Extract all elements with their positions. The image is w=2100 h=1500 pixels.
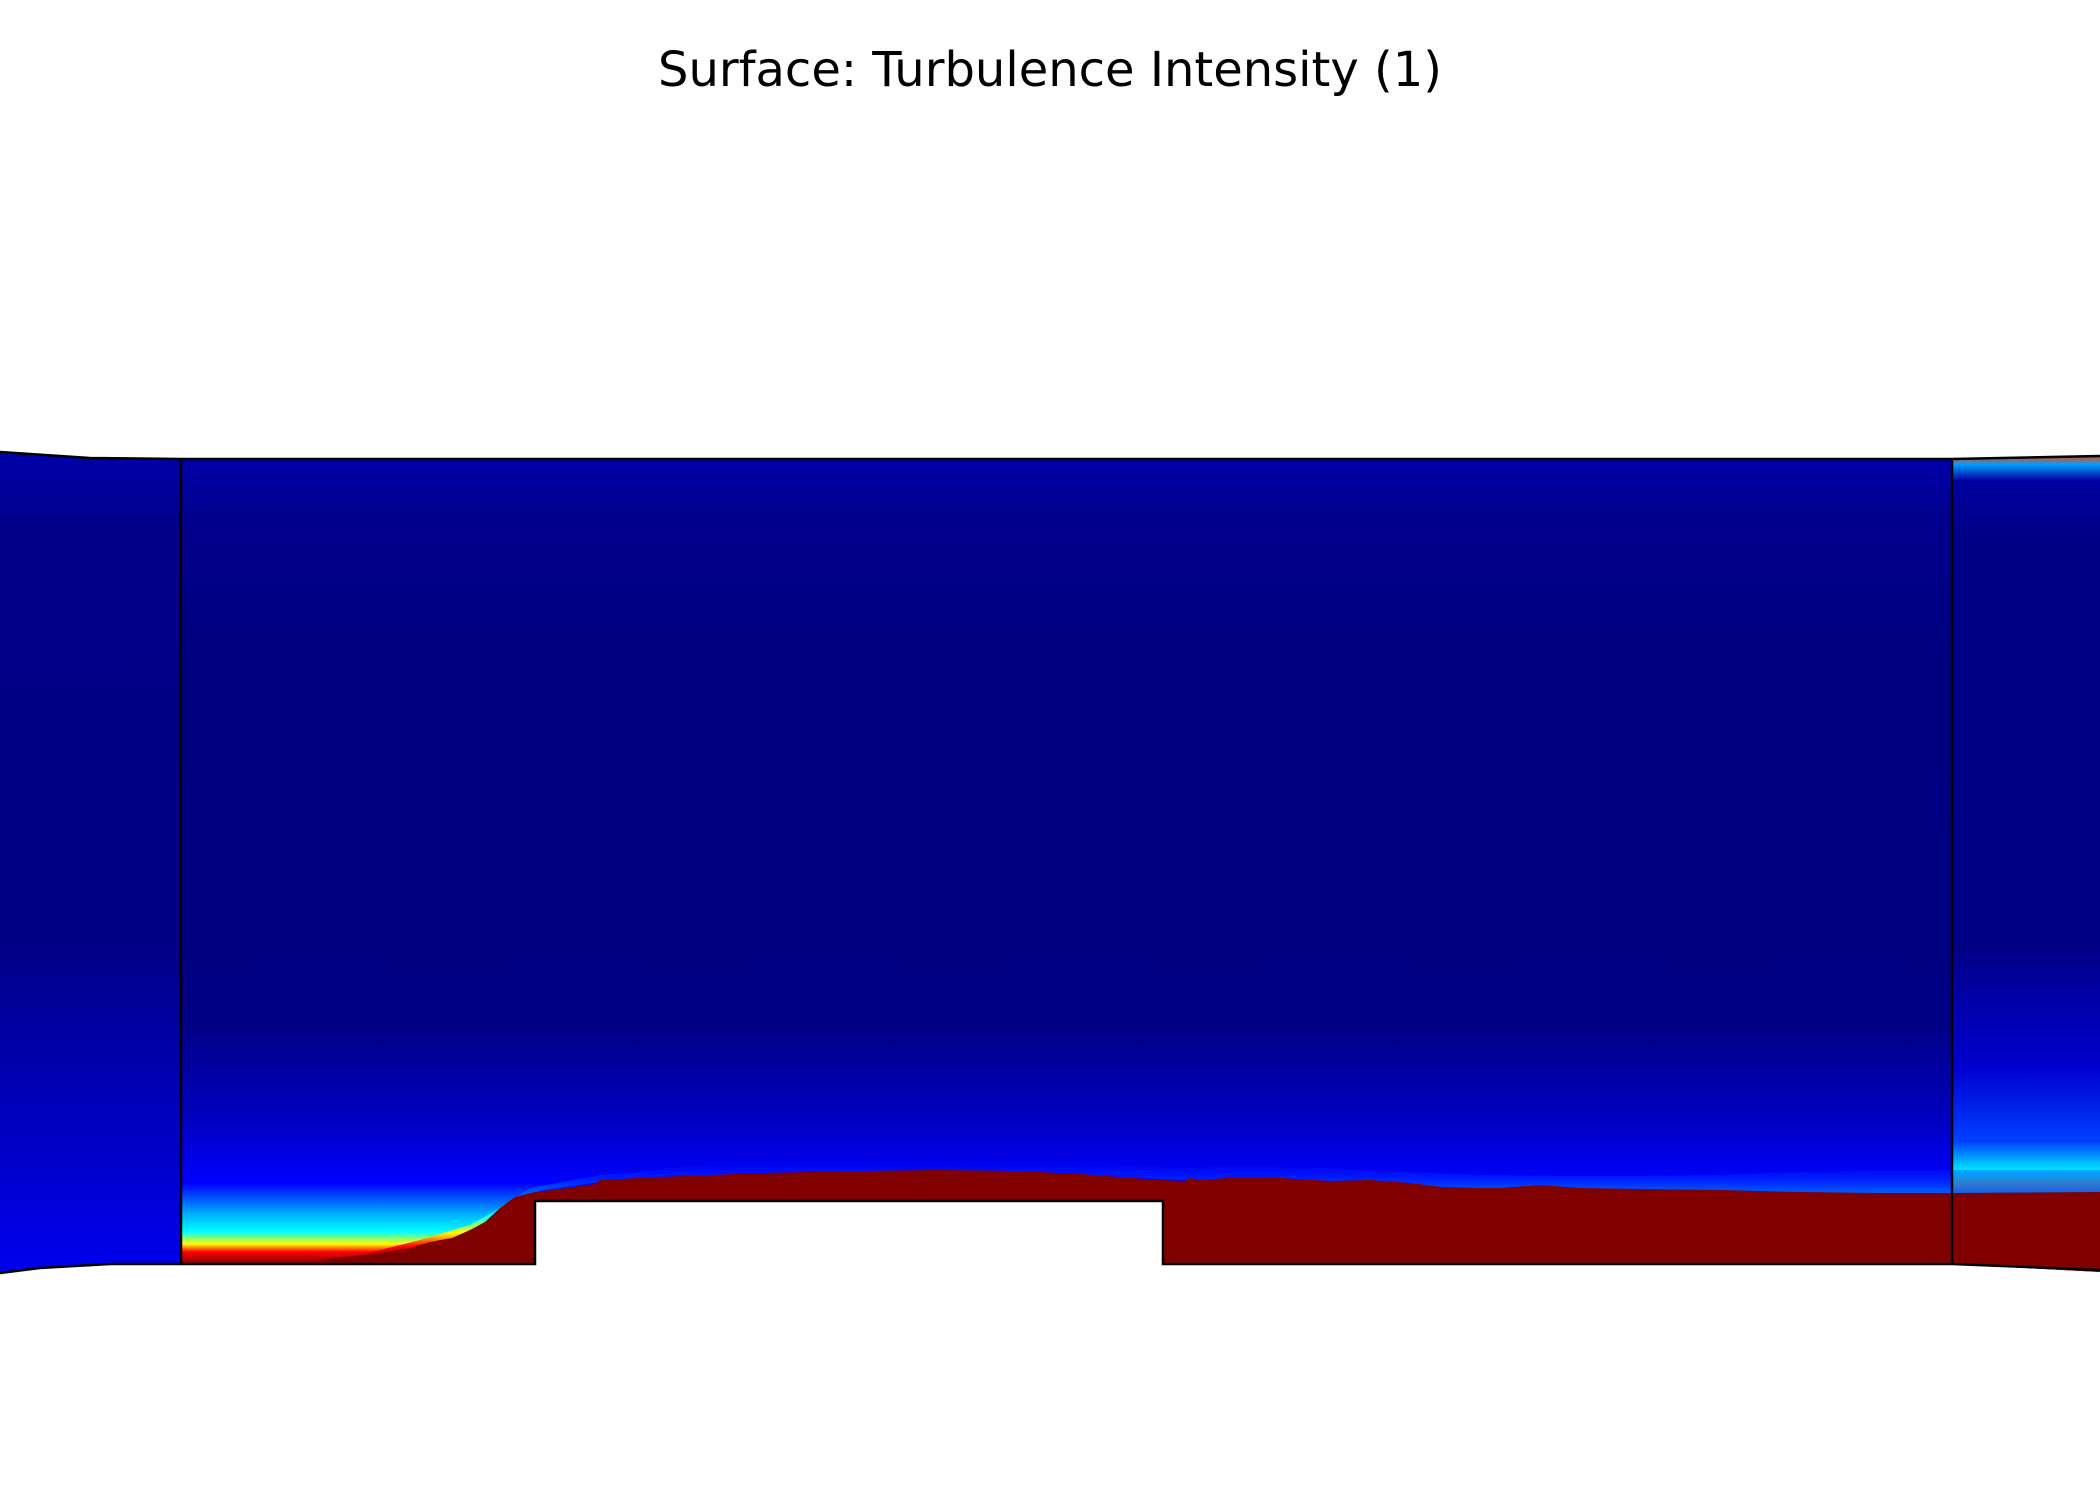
shear-layer-band	[300, 1158, 2100, 1262]
high-intensity-zone	[320, 1170, 2100, 1272]
top-boundary	[0, 450, 2100, 461]
outlet-region	[1952, 456, 2100, 1272]
plot-title: Surface: Turbulence Intensity (1)	[657, 42, 1442, 98]
geometry-boundaries	[0, 450, 2100, 1275]
step-obstacle	[535, 1201, 1163, 1265]
main-channel-region	[181, 459, 1952, 1264]
bottom-boundary-left	[0, 1199, 2100, 1275]
inlet-region	[0, 452, 181, 1273]
